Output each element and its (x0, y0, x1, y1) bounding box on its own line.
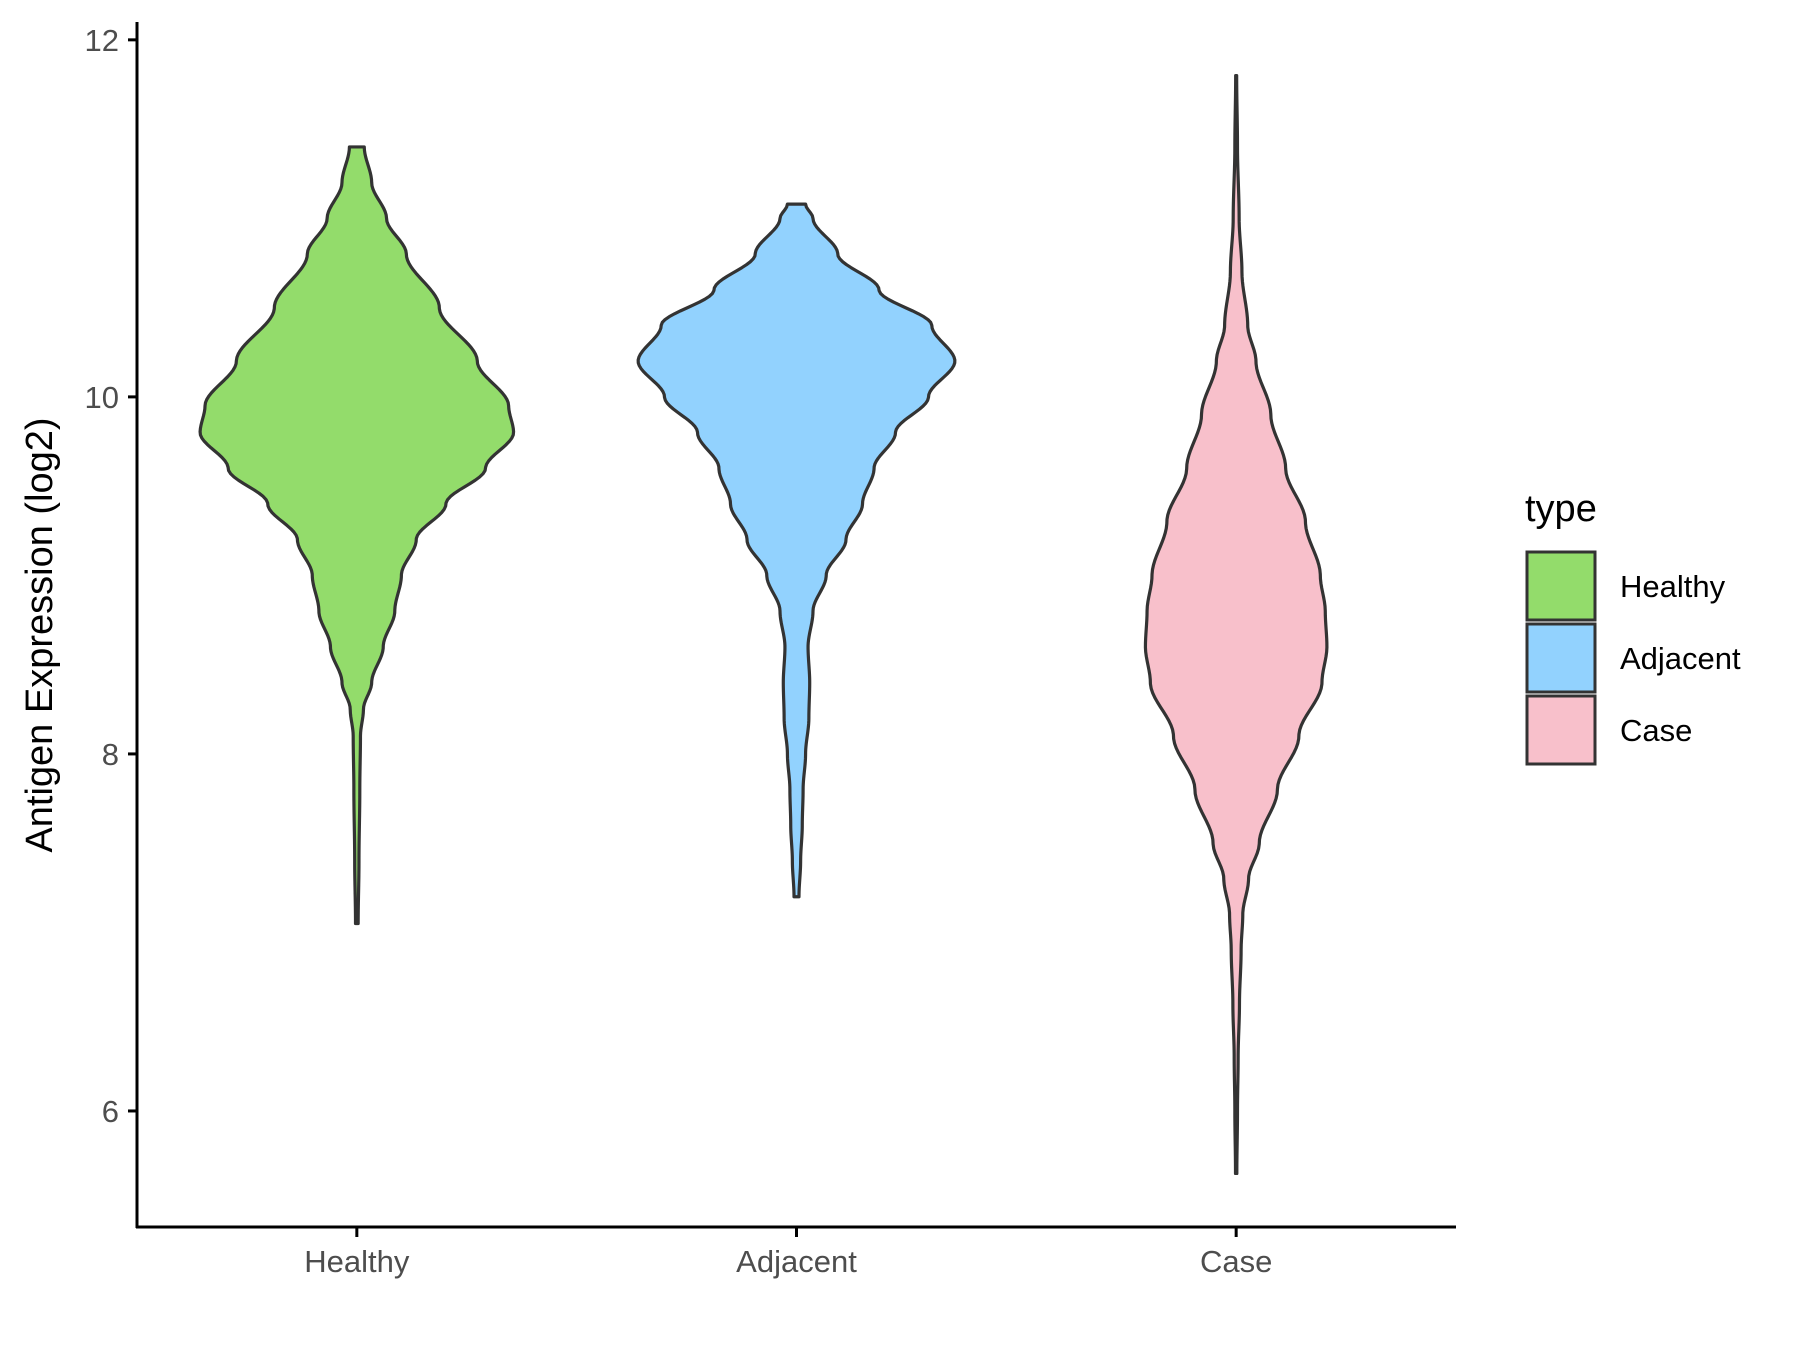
legend-title: type (1525, 488, 1597, 530)
y-tick-label: 12 (85, 23, 119, 58)
y-tick-label: 6 (102, 1094, 119, 1129)
legend-label-healthy: Healthy (1620, 569, 1726, 604)
violin-healthy (198, 145, 516, 926)
legend-entries: Healthy Adjacent Case (1525, 550, 1741, 766)
y-axis-ticks: 6 8 10 12 (85, 23, 137, 1129)
violin-adjacent (636, 202, 957, 899)
y-tick-label: 10 (85, 380, 119, 415)
legend: type Healthy Adjacent Case (1525, 488, 1741, 766)
legend-key-healthy (1525, 550, 1597, 622)
x-tick-label: Healthy (304, 1244, 410, 1279)
legend-key-adjacent (1525, 622, 1597, 694)
x-tick-label: Case (1200, 1244, 1272, 1279)
x-tick-label: Adjacent (736, 1244, 857, 1279)
legend-label-adjacent: Adjacent (1620, 641, 1741, 676)
plot-area (198, 73, 1329, 1176)
axes: 6 8 10 12 Healthy Adjacent Case Antigen Expre… (19, 22, 1456, 1279)
x-axis-ticks: Healthy Adjacent Case (304, 1228, 1272, 1279)
violin-case (1143, 73, 1329, 1176)
legend-label-case: Case (1620, 713, 1692, 748)
legend-key-case (1525, 694, 1597, 766)
y-tick-label: 8 (102, 737, 119, 772)
y-axis-title: Antigen Expression (log2) (19, 417, 61, 852)
